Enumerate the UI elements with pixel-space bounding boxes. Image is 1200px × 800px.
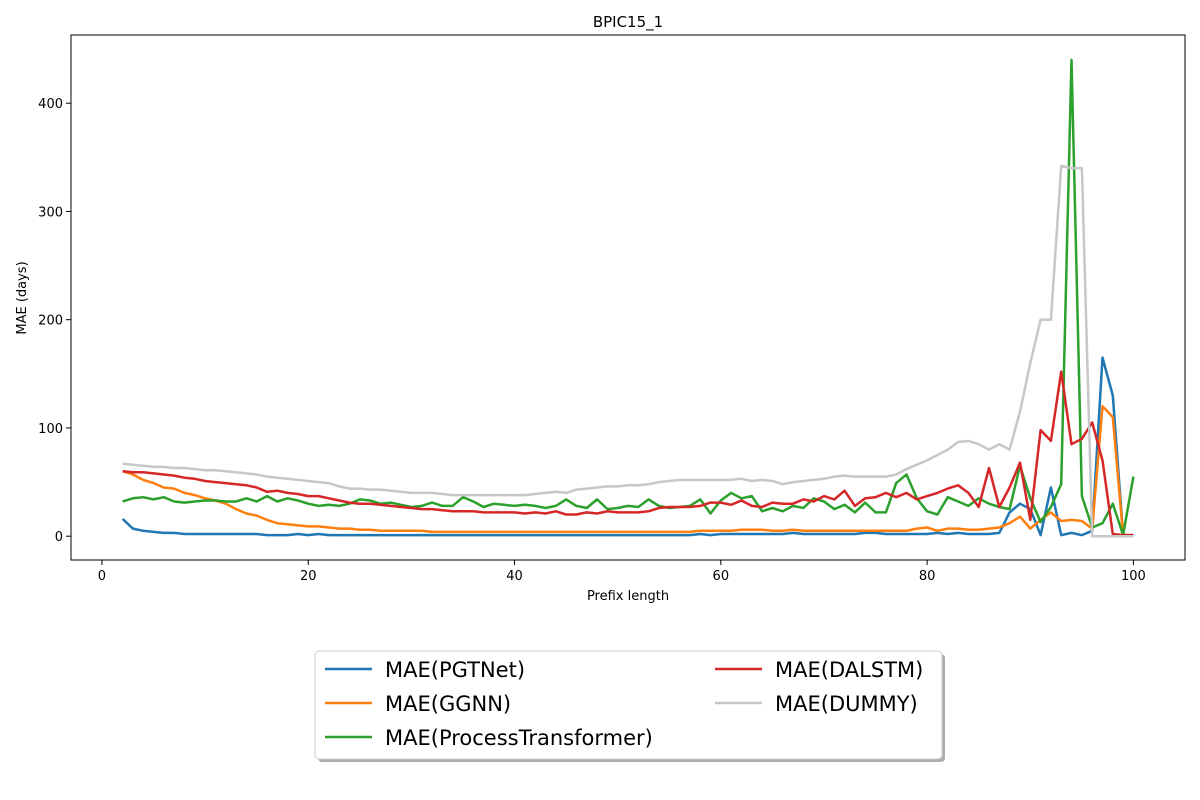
x-axis: 0 20 40 60 80 100 bbox=[98, 560, 1146, 584]
y-tick-label: 0 bbox=[55, 530, 63, 545]
x-tick-label: 40 bbox=[506, 569, 523, 584]
series-lines bbox=[121, 58, 1135, 538]
series-line-mae-ggnn bbox=[122, 405, 1134, 537]
x-tick-label: 0 bbox=[98, 569, 106, 584]
y-tick-label: 300 bbox=[38, 205, 63, 220]
x-tick-label: 80 bbox=[919, 569, 936, 584]
series-line-mae-pgtnet bbox=[121, 356, 1134, 537]
legend-box bbox=[314, 650, 943, 760]
series-line-mae-dalstm bbox=[122, 370, 1134, 537]
plot-frame bbox=[70, 34, 1186, 561]
x-axis-label: Prefix length bbox=[587, 589, 669, 604]
legend-label-mae-ggnn: MAE(GGNN) bbox=[385, 692, 511, 716]
plot-area bbox=[70, 34, 1186, 561]
y-tick-label: 100 bbox=[38, 422, 63, 437]
y-axis-label: MAE (days) bbox=[15, 261, 30, 334]
series-line-mae-dummy bbox=[122, 164, 1134, 538]
legend-label-mae-pgtnet: MAE(PGTNet) bbox=[385, 658, 525, 682]
y-tick-label: 200 bbox=[38, 314, 63, 329]
x-tick-label: 60 bbox=[713, 569, 730, 584]
x-tick-label: 20 bbox=[300, 569, 317, 584]
y-axis: 0 100 200 300 400 bbox=[38, 97, 71, 545]
legend-label-mae-dummy: MAE(DUMMY) bbox=[775, 692, 918, 716]
y-tick-label: 400 bbox=[38, 97, 63, 112]
legend: MAE(PGTNet) MAE(GGNN) MAE(ProcessTransform… bbox=[314, 650, 945, 762]
legend-label-mae-processtransformer: MAE(ProcessTransformer) bbox=[385, 726, 653, 750]
x-tick-label: 100 bbox=[1121, 569, 1146, 584]
chart-title: BPIC15_1 bbox=[593, 13, 663, 32]
legend-label-mae-dalstm: MAE(DALSTM) bbox=[775, 658, 923, 682]
series-line-mae-processtransformer bbox=[122, 58, 1135, 537]
